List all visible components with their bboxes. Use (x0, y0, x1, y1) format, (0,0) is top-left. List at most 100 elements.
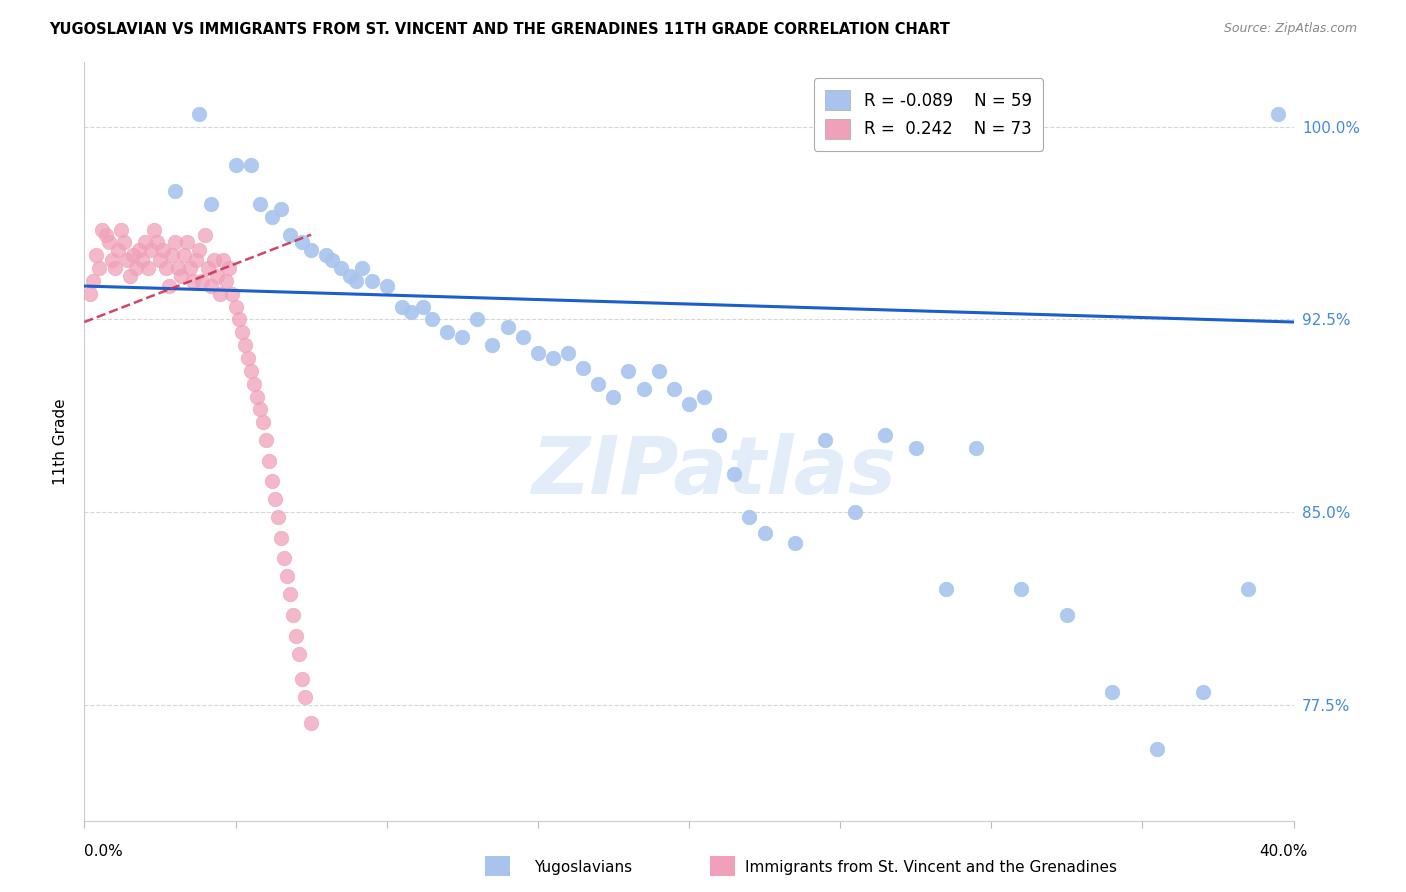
Text: Yugoslavians: Yugoslavians (534, 860, 633, 874)
Point (270, 202, 292, 216)
Point (330, 261, 353, 276)
Point (391, 300, 413, 314)
Point (142, 222, 165, 236)
Point (633, 382, 655, 396)
Point (270, 531, 292, 545)
Point (110, 222, 132, 236)
Point (291, 235, 314, 250)
Point (228, 312, 250, 326)
Point (260, 210, 283, 224)
Point (239, 158, 262, 172)
Point (339, 268, 361, 283)
Point (451, 330, 474, 344)
Point (1267, 107, 1289, 121)
Point (288, 647, 311, 661)
Point (170, 268, 193, 283)
Point (89, 261, 111, 276)
Point (285, 629, 308, 643)
Point (191, 274, 214, 288)
Point (904, 441, 927, 455)
Point (94, 227, 117, 242)
Point (1056, 607, 1078, 622)
Point (662, 382, 685, 396)
Point (299, 716, 322, 731)
Point (236, 351, 259, 365)
Point (588, 376, 610, 391)
Point (139, 243, 162, 257)
Point (709, 428, 731, 442)
Point (188, 107, 211, 121)
Point (360, 274, 382, 288)
Point (202, 253, 225, 268)
Point (617, 364, 640, 378)
Text: 0.0%: 0.0% (84, 845, 124, 859)
Point (399, 304, 422, 318)
Point (179, 261, 201, 276)
Point (315, 248, 337, 262)
Point (221, 286, 243, 301)
Point (104, 261, 127, 276)
Point (176, 235, 198, 250)
Point (155, 261, 177, 276)
Point (131, 253, 153, 268)
Point (678, 397, 700, 411)
Point (121, 248, 143, 262)
Text: YUGOSLAVIAN VS IMMIGRANTS FROM ST. VINCENT AND THE GRENADINES 11TH GRADE CORRELA: YUGOSLAVIAN VS IMMIGRANTS FROM ST. VINCE… (49, 22, 950, 37)
Point (420, 312, 443, 326)
Point (157, 279, 180, 293)
Point (200, 196, 222, 211)
Point (246, 390, 269, 404)
Point (352, 261, 374, 276)
Point (107, 243, 129, 257)
Point (197, 261, 219, 276)
Point (167, 261, 190, 276)
Point (82, 274, 104, 288)
Point (134, 235, 156, 250)
Point (436, 326, 458, 340)
Point (693, 390, 716, 404)
Text: ZIPatlas: ZIPatlas (530, 433, 896, 511)
Point (136, 261, 159, 276)
Point (165, 184, 187, 198)
Point (233, 338, 256, 352)
Point (152, 243, 174, 257)
Point (1146, 741, 1168, 756)
Point (260, 475, 283, 489)
Point (527, 346, 550, 360)
Point (207, 268, 229, 283)
Point (181, 274, 204, 288)
Point (254, 434, 277, 448)
Point (602, 390, 624, 404)
Point (86, 248, 108, 262)
Point (844, 505, 866, 519)
Point (225, 158, 247, 172)
Point (149, 253, 172, 268)
Point (165, 235, 187, 250)
Point (281, 607, 304, 622)
Point (209, 286, 232, 301)
Point (278, 587, 301, 601)
Point (125, 261, 148, 276)
Point (1237, 582, 1260, 597)
Point (91, 222, 114, 236)
Point (299, 243, 322, 257)
Text: Immigrants from St. Vincent and the Grenadines: Immigrants from St. Vincent and the Gren… (745, 860, 1118, 874)
Point (160, 248, 183, 262)
Point (496, 320, 519, 334)
Point (541, 351, 564, 365)
Point (557, 346, 579, 360)
Point (79, 286, 101, 301)
Point (321, 253, 343, 268)
Point (186, 253, 208, 268)
Point (291, 673, 314, 687)
Point (231, 326, 253, 340)
Point (346, 274, 368, 288)
Point (648, 364, 671, 378)
Text: 40.0%: 40.0% (1260, 845, 1308, 859)
Point (467, 312, 489, 326)
Point (935, 582, 957, 597)
Y-axis label: 11th Grade: 11th Grade (53, 398, 69, 485)
Point (100, 253, 122, 268)
Point (112, 235, 135, 250)
Point (239, 364, 262, 378)
